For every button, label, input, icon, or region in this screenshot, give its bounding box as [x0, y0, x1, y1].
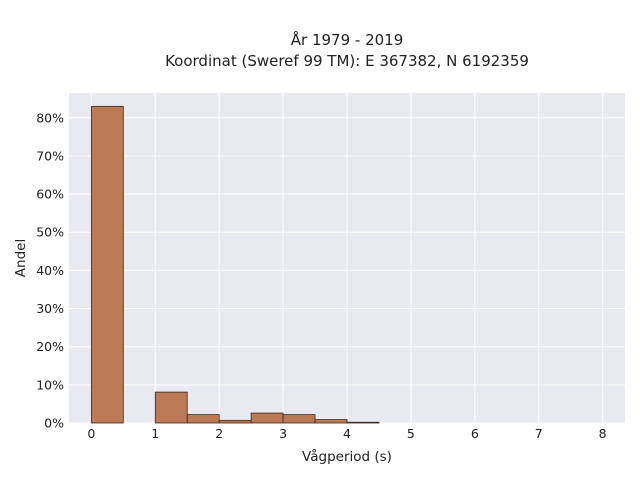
- y-tick-label: 10%: [36, 377, 64, 392]
- y-tick-label: 80%: [36, 110, 64, 125]
- histogram-bar: [314, 419, 348, 424]
- x-tick-label: 2: [215, 426, 223, 441]
- histogram-bar: [90, 105, 124, 424]
- bars: [90, 105, 380, 424]
- y-tick-label: 20%: [36, 339, 64, 354]
- y-tick-label: 50%: [36, 225, 64, 240]
- y-tick-labels: 0% 10% 20% 30% 40% 50% 60% 70% 80%: [36, 110, 64, 430]
- y-tick-label: 0%: [44, 416, 64, 431]
- x-tick-label: 7: [535, 426, 543, 441]
- x-tick-label: 1: [151, 426, 159, 441]
- histogram-bar: [186, 414, 220, 424]
- histogram-bar: [218, 419, 252, 424]
- y-tick-label: 30%: [36, 301, 64, 316]
- chart-title-line-1: År 1979 - 2019: [291, 30, 404, 49]
- x-tick-label: 5: [407, 426, 415, 441]
- histogram-bar: [346, 421, 380, 424]
- histogram-bar: [154, 391, 188, 424]
- chart-title-line-2: Koordinat (Sweref 99 TM): E 367382, N 61…: [165, 52, 529, 70]
- histogram-bar: [282, 414, 316, 424]
- x-axis-label: Vågperiod (s): [302, 448, 392, 465]
- x-tick-label: 4: [343, 426, 351, 441]
- y-tick-label: 70%: [36, 148, 64, 163]
- x-tick-label: 6: [471, 426, 479, 441]
- x-tick-label: 3: [279, 426, 287, 441]
- x-tick-label: 8: [599, 426, 607, 441]
- x-tick-labels: 0 1 2 3 4 5 6 7 8: [87, 426, 606, 441]
- y-tick-label: 60%: [36, 187, 64, 202]
- histogram-bar: [250, 412, 284, 424]
- x-tick-label: 0: [87, 426, 95, 441]
- y-axis-label: Andel: [13, 239, 29, 277]
- y-tick-label: 40%: [36, 263, 64, 278]
